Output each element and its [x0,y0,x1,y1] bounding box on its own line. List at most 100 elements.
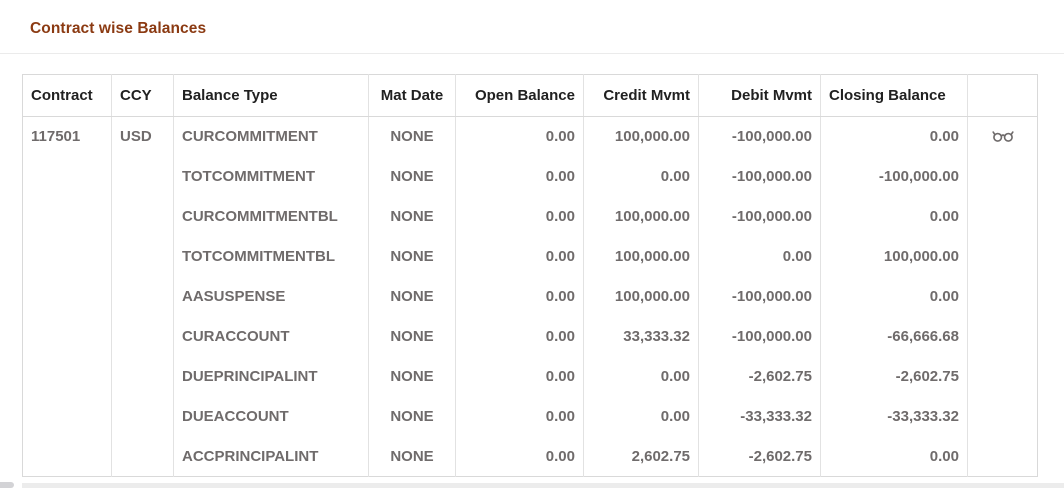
cell-open-balance: 0.00 [455,156,584,197]
cell-contract [22,316,112,357]
cell-debit-mvmt: -100,000.00 [698,316,821,357]
cell-closing-balance: 0.00 [820,196,968,237]
cell-balance-type: DUEACCOUNT [173,396,369,437]
cell-open-balance: 0.00 [455,116,584,157]
col-header-open-balance: Open Balance [455,74,584,117]
cell-mat-date: NONE [368,236,456,277]
cell-mat-date: NONE [368,196,456,237]
cell-contract [22,236,112,277]
cell-mat-date: NONE [368,156,456,197]
col-header-debit-mvmt: Debit Mvmt [698,74,821,117]
col-header-credit-mvmt: Credit Mvmt [583,74,699,117]
table-row[interactable]: AASUSPENSE NONE 0.00 100,000.00 -100,000… [22,276,1038,317]
cell-ccy [111,196,174,237]
cell-ccy [111,396,174,437]
cell-balance-type: TOTCOMMITMENTBL [173,236,369,277]
table-row[interactable]: DUEPRINCIPALINT NONE 0.00 0.00 -2,602.75… [22,356,1038,397]
cell-open-balance: 0.00 [455,436,584,477]
cell-contract [22,276,112,317]
cell-closing-balance: -66,666.68 [820,316,968,357]
cell-actions [968,317,1038,357]
cell-credit-mvmt: 33,333.32 [583,316,699,357]
cell-balance-type: CURCOMMITMENTBL [173,196,369,237]
cell-credit-mvmt: 0.00 [583,356,699,397]
cell-actions [968,357,1038,397]
cell-actions [968,197,1038,237]
balances-table-container: Contract CCY Balance Type Mat Date Open … [22,74,1044,477]
cell-credit-mvmt: 0.00 [583,396,699,437]
cell-balance-type: DUEPRINCIPALINT [173,356,369,397]
cell-actions [968,437,1038,477]
cell-closing-balance: 0.00 [820,436,968,477]
cell-balance-type: TOTCOMMITMENT [173,156,369,197]
cell-open-balance: 0.00 [455,196,584,237]
cell-actions [968,117,1038,157]
contract-balances-table: Contract CCY Balance Type Mat Date Open … [22,74,1038,477]
cell-contract: 117501 [22,116,112,157]
table-row[interactable]: CURCOMMITMENTBL NONE 0.00 100,000.00 -10… [22,196,1038,237]
cell-ccy [111,276,174,317]
cell-actions [968,397,1038,437]
panel-title-bar: Contract wise Balances [0,0,1064,54]
cell-open-balance: 0.00 [455,316,584,357]
cell-credit-mvmt: 100,000.00 [583,236,699,277]
cell-credit-mvmt: 0.00 [583,156,699,197]
view-details-button[interactable] [990,126,1016,146]
col-header-balance-type: Balance Type [173,74,369,117]
cell-mat-date: NONE [368,276,456,317]
cell-closing-balance: -100,000.00 [820,156,968,197]
table-row[interactable]: TOTCOMMITMENTBL NONE 0.00 100,000.00 0.0… [22,236,1038,277]
cell-actions [968,277,1038,317]
cell-balance-type: ACCPRINCIPALINT [173,436,369,477]
cell-ccy [111,436,174,477]
table-row[interactable]: TOTCOMMITMENT NONE 0.00 0.00 -100,000.00… [22,156,1038,197]
cell-balance-type: CURCOMMITMENT [173,116,369,157]
cell-debit-mvmt: -2,602.75 [698,356,821,397]
cell-debit-mvmt: -100,000.00 [698,276,821,317]
cell-mat-date: NONE [368,316,456,357]
scrollbar-track[interactable] [22,483,1064,488]
binoculars-view-icon [991,131,1014,143]
cell-contract [22,436,112,477]
cell-open-balance: 0.00 [455,276,584,317]
page-title: Contract wise Balances [30,19,207,37]
cell-contract [22,156,112,197]
cell-mat-date: NONE [368,356,456,397]
horizontal-scrollbar[interactable] [0,482,1064,488]
cell-open-balance: 0.00 [455,356,584,397]
cell-closing-balance: -2,602.75 [820,356,968,397]
cell-credit-mvmt: 2,602.75 [583,436,699,477]
table-row[interactable]: CURACCOUNT NONE 0.00 33,333.32 -100,000.… [22,316,1038,357]
cell-ccy [111,236,174,277]
cell-contract [22,196,112,237]
cell-debit-mvmt: -100,000.00 [698,196,821,237]
table-row[interactable]: 117501 USD CURCOMMITMENT NONE 0.00 100,0… [22,116,1038,157]
cell-credit-mvmt: 100,000.00 [583,276,699,317]
cell-credit-mvmt: 100,000.00 [583,116,699,157]
cell-closing-balance: 0.00 [820,116,968,157]
cell-credit-mvmt: 100,000.00 [583,196,699,237]
cell-contract [22,396,112,437]
cell-closing-balance: 0.00 [820,276,968,317]
cell-mat-date: NONE [368,396,456,437]
col-header-closing-balance: Closing Balance [820,74,968,117]
cell-open-balance: 0.00 [455,236,584,277]
cell-debit-mvmt: -2,602.75 [698,436,821,477]
cell-open-balance: 0.00 [455,396,584,437]
col-header-contract: Contract [22,74,112,117]
cell-debit-mvmt: -100,000.00 [698,116,821,157]
table-row[interactable]: ACCPRINCIPALINT NONE 0.00 2,602.75 -2,60… [22,436,1038,477]
cell-balance-type: AASUSPENSE [173,276,369,317]
cell-debit-mvmt: -33,333.32 [698,396,821,437]
cell-debit-mvmt: -100,000.00 [698,156,821,197]
cell-ccy [111,156,174,197]
col-header-actions [967,74,1038,117]
scrollbar-thumb[interactable] [0,482,14,488]
table-row[interactable]: DUEACCOUNT NONE 0.00 0.00 -33,333.32 -33… [22,396,1038,437]
col-header-ccy: CCY [111,74,174,117]
cell-debit-mvmt: 0.00 [698,236,821,277]
cell-mat-date: NONE [368,436,456,477]
cell-ccy [111,316,174,357]
cell-closing-balance: 100,000.00 [820,236,968,277]
